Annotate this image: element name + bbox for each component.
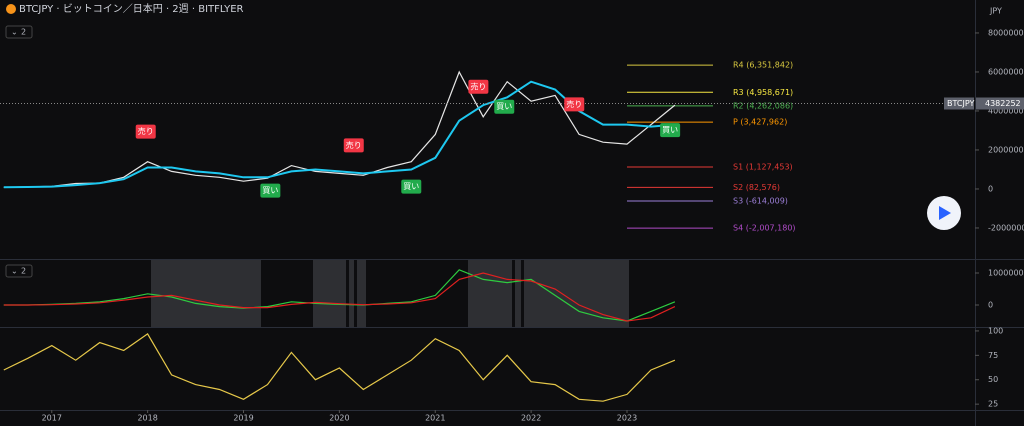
signal-label: 買い	[662, 126, 678, 135]
signal-box	[564, 97, 585, 112]
signal-box	[468, 79, 489, 94]
period	[349, 260, 354, 327]
y-tick-label: 8000000	[988, 28, 1024, 37]
period	[151, 260, 261, 327]
x-tick-label: 2022	[521, 414, 541, 423]
y-tick-label: 75	[988, 351, 998, 360]
play-button[interactable]	[927, 196, 961, 230]
signal-box	[660, 123, 681, 138]
title: BTCJPY · ビットコイン／日本円 · 2週 · BITFLYER	[19, 2, 244, 15]
indicator-count: 2	[21, 28, 26, 37]
signal-label: 買い	[262, 186, 278, 195]
signal-label: 売り	[138, 126, 154, 136]
series-line	[3, 80, 675, 189]
y-tick-label: 0	[988, 184, 993, 193]
last-price-box	[976, 97, 1024, 110]
series-line	[3, 269, 676, 322]
collapse-button[interactable]	[5, 264, 33, 278]
pivot-label: R4 (6,351,842)	[733, 61, 793, 70]
indicator-count: 2	[21, 267, 26, 276]
last-price: 4382252	[985, 99, 1021, 108]
series-line	[3, 272, 676, 322]
chevron: ⌄	[11, 28, 18, 37]
y-tick-label: 50	[988, 375, 998, 384]
signal-box	[494, 99, 515, 114]
y-tick-label: 2000000	[988, 145, 1024, 154]
x-tick-label: 2017	[42, 414, 62, 423]
signal-label: 売り	[566, 99, 582, 109]
x-tick-label: 2023	[617, 414, 637, 423]
period	[468, 260, 512, 327]
y-tick-label: 6000000	[988, 67, 1024, 76]
pivot-label: S1 (1,127,453)	[733, 162, 793, 171]
pivot-label: S4 (-2,007,180)	[733, 224, 796, 233]
signal-box	[260, 183, 281, 198]
symbol-tag-box	[944, 97, 974, 110]
signal-box	[135, 124, 156, 139]
pivot-label: R3 (4,958,671)	[733, 88, 793, 97]
period	[524, 260, 629, 327]
pivot-label: S2 (82,576)	[733, 183, 780, 192]
chevron: ⌄	[11, 267, 18, 276]
y-tick-label: 25	[988, 400, 998, 409]
series-line	[3, 333, 676, 402]
y-tick-label: 100	[988, 326, 1003, 335]
signal-label: 売り	[346, 140, 362, 150]
play-icon	[939, 206, 951, 220]
shaded-periods	[151, 260, 629, 327]
x-tick-label: 2018	[137, 414, 157, 423]
series-line	[3, 70, 676, 188]
signal-label: 買い	[496, 102, 512, 111]
signal-label: 買い	[403, 182, 419, 191]
y-tick-label: 1000000	[988, 268, 1024, 277]
pivot-label: R2 (4,262,086)	[733, 101, 793, 110]
period	[313, 260, 346, 327]
pivot-label: P (3,427,962)	[733, 118, 787, 127]
y-tick-label: 4000000	[988, 106, 1024, 115]
symbol-tag: BTCJPY	[947, 99, 975, 108]
x-tick-label: 2020	[329, 414, 349, 423]
x-tick-label: 2019	[233, 414, 253, 423]
collapse-button[interactable]	[5, 25, 33, 39]
symbol-icon	[6, 4, 16, 14]
y-tick-label: -2000000	[988, 223, 1024, 232]
pivot-label: S3 (-614,009)	[733, 196, 788, 205]
x-tick-label: 2021	[425, 414, 445, 423]
y-tick-label: 0	[988, 300, 993, 309]
signal-label: 売り	[470, 81, 486, 91]
period	[357, 260, 366, 327]
signal-box	[343, 138, 364, 153]
period	[515, 260, 521, 327]
signal-box	[401, 179, 422, 194]
unit: JPY	[989, 7, 1002, 16]
